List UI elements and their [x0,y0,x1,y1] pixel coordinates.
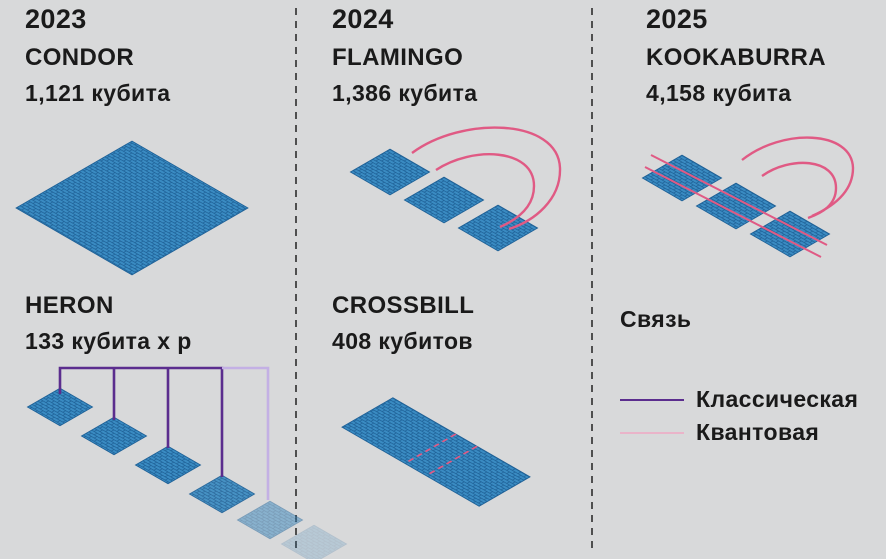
year-2023: 2023 [25,4,87,34]
classical-link-faded [222,366,270,500]
crossbill-label: CROSSBILL [332,292,475,319]
classical-link-lines [58,366,224,477]
quantum-loop-inner [435,153,536,229]
quantum-loop-outer-2 [741,136,855,218]
legend-title: Связь [620,306,692,332]
condor-chip-graphic [15,140,249,276]
classical-link-posts [112,368,170,448]
heron-graphic [26,366,348,559]
quantum-line-swatch [620,431,684,434]
classical-line-swatch [620,398,684,401]
quantum-chip-links [644,154,828,258]
quantum-loop-inner-2 [761,161,838,220]
legend-label-classical: Классическая [696,386,859,412]
heron-qubit-count: 133 кубита x p [25,328,192,354]
flamingo-label: FLAMINGO [332,44,464,71]
heron-label: HERON [25,292,114,319]
condor-label: CONDOR [25,44,135,71]
legend-item-quantum: Квантовая [620,419,819,446]
crossbill-qubit-count: 408 кубитов [332,328,473,354]
quantum-loop-outer [411,126,562,231]
flamingo-qubit-count: 1,386 кубита [332,80,478,106]
year-2024: 2024 [332,4,394,34]
legend-label-quantum: Квантовая [696,419,820,445]
legend-item-classical: Классическая [620,386,858,413]
year-2025: 2025 [646,4,708,34]
condor-qubit-count: 1,121 кубита [25,80,171,106]
crossbill-graphic [341,397,531,507]
kookaburra-graphic [641,136,855,258]
kookaburra-label: KOOKABURRA [646,44,826,71]
kookaburra-qubit-count: 4,158 кубита [646,80,792,106]
flamingo-graphic [349,126,562,252]
